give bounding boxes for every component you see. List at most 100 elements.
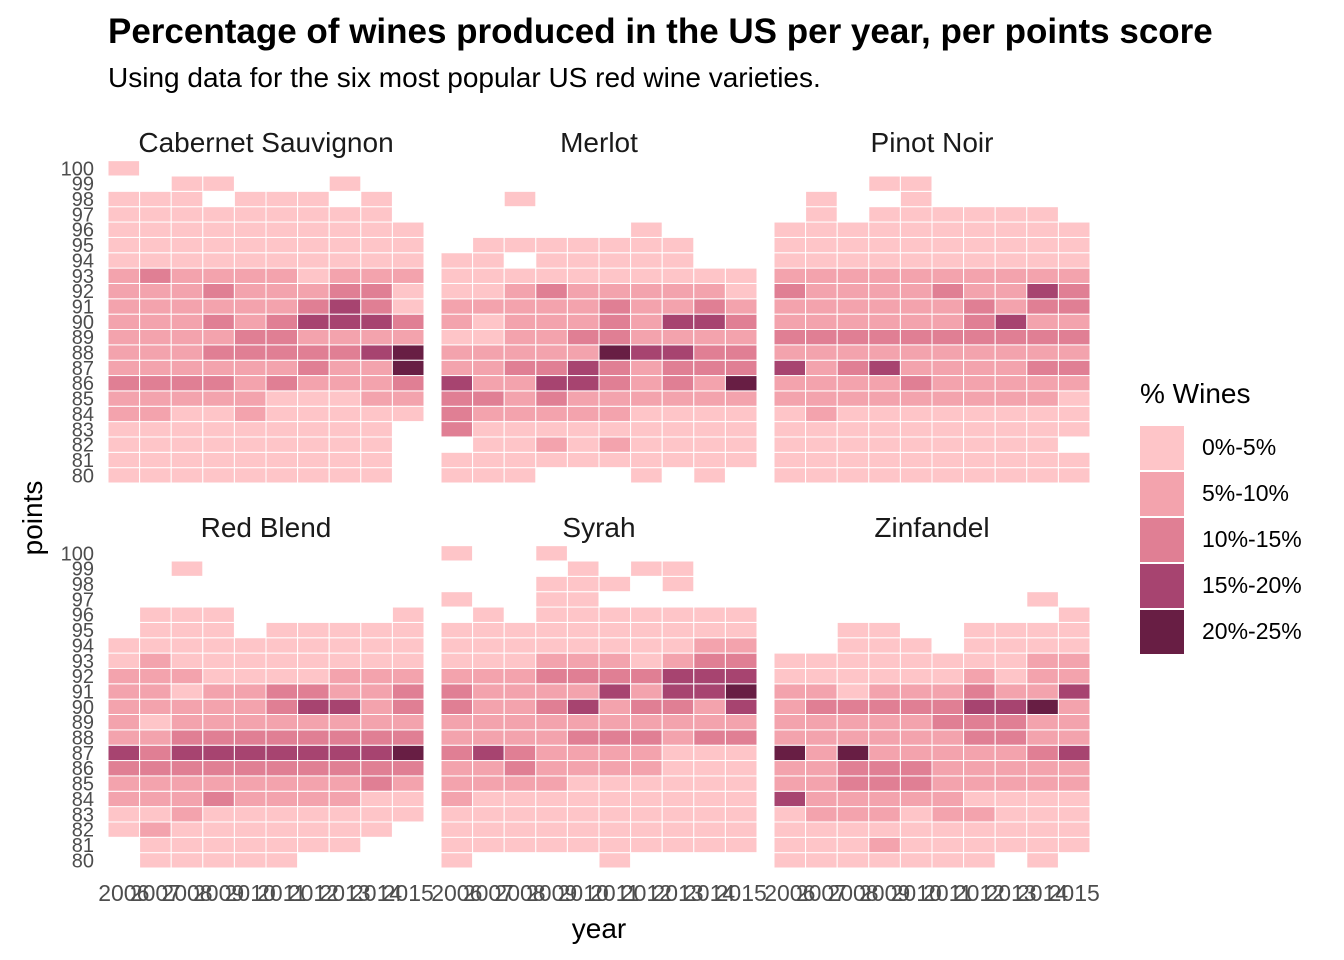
heatmap-cell: [868, 313, 901, 330]
legend-item: 5%-10%: [1140, 472, 1340, 516]
heatmap-cell: [773, 221, 807, 238]
heatmap-cell: [265, 313, 299, 330]
heatmap-cell: [931, 451, 965, 469]
heatmap-cell: [202, 375, 235, 392]
heatmap-cell: [963, 790, 996, 808]
heatmap-cell: [868, 744, 901, 762]
heatmap-cell: [1026, 298, 1059, 315]
heatmap-cell: [202, 436, 235, 453]
heatmap-cell: [724, 267, 758, 284]
heatmap-cell: [202, 852, 235, 869]
heatmap-cell: [297, 267, 330, 284]
heatmap-cell: [963, 252, 996, 269]
heatmap-cell: [1026, 390, 1059, 407]
heatmap-cell: [107, 390, 141, 407]
heatmap-cell: [503, 451, 537, 469]
heatmap-cell: [566, 760, 600, 777]
heatmap-cell: [630, 298, 663, 315]
heatmap-cell: [598, 375, 632, 392]
heatmap-cell: [503, 313, 537, 330]
y-tick-label: 88: [72, 343, 94, 365]
heatmap-cell: [693, 714, 726, 731]
heatmap-cell: [202, 390, 235, 407]
heatmap-cell: [233, 252, 267, 269]
heatmap-cell: [661, 760, 695, 777]
heatmap-cell: [630, 421, 663, 438]
heatmap-cell: [598, 698, 632, 716]
heatmap-cell: [472, 606, 505, 623]
heatmap-cell: [899, 760, 933, 777]
heatmap-cell: [994, 714, 1028, 731]
heatmap-cell: [503, 744, 537, 762]
heatmap-cell: [1057, 806, 1091, 823]
heatmap-cell: [1057, 221, 1091, 238]
heatmap-cell: [566, 744, 600, 762]
heatmap-cell: [328, 267, 362, 284]
heatmap-cell: [472, 729, 505, 746]
heatmap-cell: [328, 760, 362, 777]
heatmap-cell: [805, 405, 838, 423]
heatmap-cell: [630, 790, 663, 808]
y-tick-label: 97: [72, 589, 94, 611]
legend-swatch: [1140, 610, 1184, 654]
heatmap-cell: [265, 267, 299, 284]
heatmap-cell: [899, 267, 933, 284]
heatmap-cell: [836, 344, 870, 361]
facet-panel: Red Blend8081828384858687888990919293949…: [61, 512, 434, 906]
heatmap-cell: [994, 329, 1028, 346]
heatmap-cell: [868, 329, 901, 346]
heatmap-cell: [899, 359, 933, 377]
heatmap-cell: [233, 344, 267, 361]
heatmap-cell: [566, 236, 600, 254]
x-tick-label: 2015: [716, 880, 767, 906]
heatmap-cell: [994, 729, 1028, 746]
x-tick-label: 2010: [225, 880, 276, 906]
heatmap-cell: [724, 344, 758, 361]
heatmap-cell: [503, 359, 537, 377]
heatmap-cell: [297, 667, 330, 685]
heatmap-cell: [360, 821, 393, 838]
heatmap-cell: [107, 667, 141, 685]
heatmap-cell: [773, 667, 807, 685]
heatmap-cell: [360, 760, 393, 777]
heatmap-cell: [139, 359, 172, 377]
heatmap-cell: [994, 637, 1028, 654]
heatmap-cell: [598, 760, 632, 777]
heatmap-cell: [139, 667, 172, 685]
heatmap-cell: [265, 852, 299, 869]
heatmap-cell: [440, 451, 474, 469]
heatmap-cell: [535, 451, 568, 469]
heatmap-cell: [630, 806, 663, 823]
heatmap-cell: [661, 621, 695, 639]
heatmap-cell: [170, 267, 204, 284]
heatmap-cell: [693, 267, 726, 284]
y-tick-label: 95: [72, 620, 94, 642]
heatmap-cell: [963, 329, 996, 346]
heatmap-cell: [107, 267, 141, 284]
heatmap-cell: [265, 451, 299, 469]
heatmap-cell: [139, 729, 172, 746]
heatmap-cell: [328, 683, 362, 700]
facet-panel: Cabernet Sauvignon 8081828384858687888990…: [61, 127, 425, 487]
heatmap-cell: [1026, 282, 1059, 300]
heatmap-cell: [899, 405, 933, 423]
heatmap-cell: [963, 375, 996, 392]
heatmap-cell: [724, 806, 758, 823]
y-axis-title: points: [17, 481, 48, 556]
heatmap-cell: [805, 190, 838, 208]
heatmap-cell: [328, 698, 362, 716]
heatmap-cell: [1057, 667, 1091, 685]
x-tick-label: 2012: [288, 880, 339, 906]
heatmap-cell: [1057, 267, 1091, 284]
heatmap-cell: [805, 852, 838, 869]
heatmap-cell: [868, 621, 901, 639]
heatmap-cell: [773, 729, 807, 746]
heatmap-cell: [440, 667, 474, 685]
heatmap-cell: [868, 806, 901, 823]
heatmap-cell: [233, 405, 267, 423]
heatmap-cell: [440, 806, 474, 823]
heatmap-cell: [566, 836, 600, 854]
heatmap-cell: [994, 683, 1028, 700]
heatmap-cell: [472, 405, 505, 423]
legend-item: 20%-25%: [1140, 610, 1340, 654]
